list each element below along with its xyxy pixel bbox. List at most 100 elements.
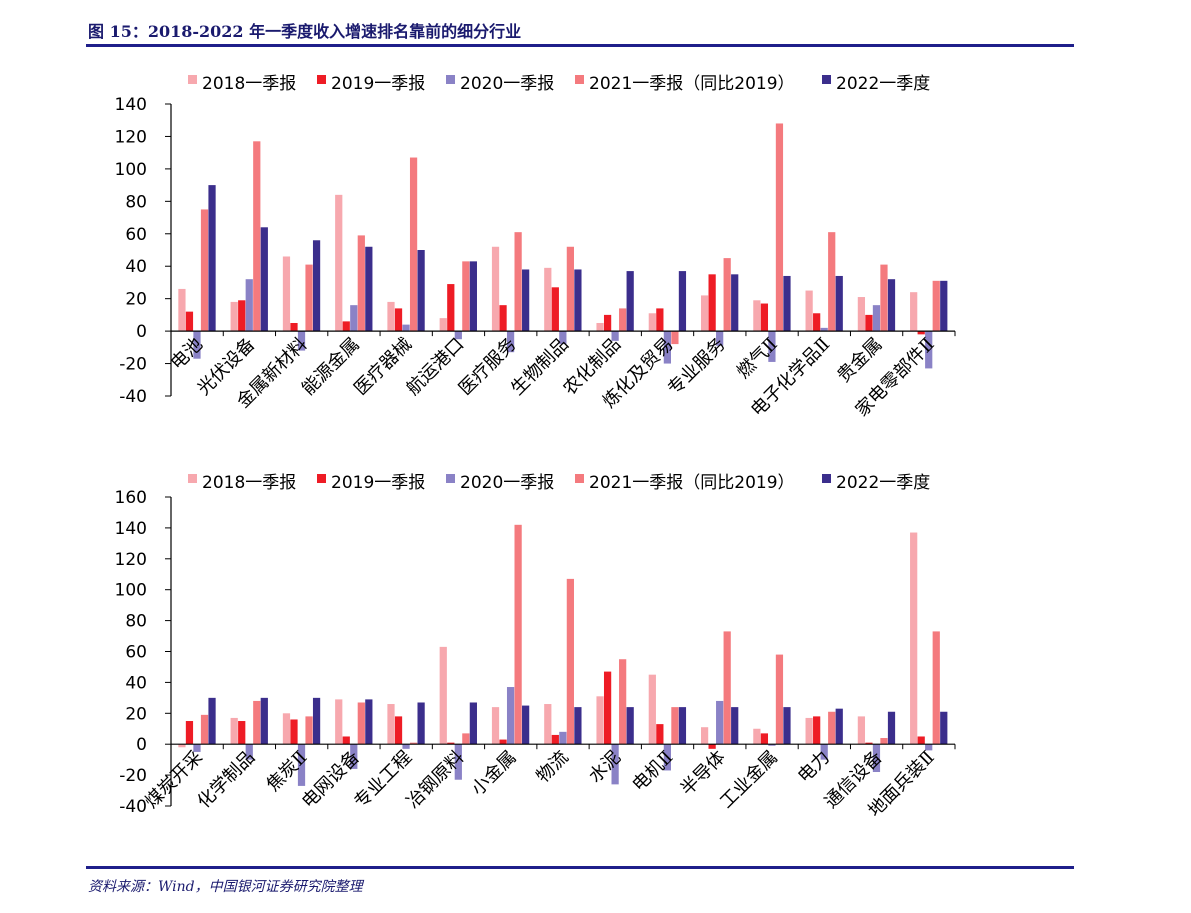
bar: [417, 250, 425, 332]
bar: [559, 331, 567, 345]
bar: [387, 301, 395, 332]
bar: [716, 331, 724, 346]
bar: [716, 700, 724, 745]
bar: [574, 269, 582, 332]
bar: [813, 313, 821, 332]
bar: [783, 707, 791, 745]
bar: [312, 697, 321, 745]
y-tick-label: 140: [115, 95, 147, 115]
bar: [857, 297, 866, 332]
legend-label-3: 2020一季报: [460, 473, 554, 493]
x-category-label: 工业金属: [716, 747, 782, 813]
bar: [783, 275, 791, 332]
top-rule: [86, 44, 1074, 47]
bar: [193, 744, 201, 752]
x-category-label: 小金属: [468, 747, 521, 800]
bar: [731, 707, 739, 745]
bar: [887, 711, 896, 745]
bar: [708, 274, 716, 332]
bar: [365, 699, 373, 745]
bar: [178, 288, 186, 332]
y-tick-label: 60: [125, 225, 147, 245]
bar: [462, 733, 470, 745]
bar: [238, 721, 246, 745]
chart-bottom: 2018一季报 2019一季报 2020一季报 2021一季报（同比2019） 2022…: [115, 473, 956, 821]
legend-swatch-5: [822, 474, 831, 483]
bar: [409, 157, 418, 332]
bar: [619, 308, 627, 332]
bar: [648, 313, 656, 332]
bar: [514, 232, 522, 332]
bar: [200, 714, 209, 745]
bar: [872, 744, 881, 773]
bar: [760, 733, 769, 745]
bar: [671, 707, 679, 745]
y-tick-label: 80: [125, 192, 147, 212]
bar: [865, 314, 873, 332]
bar: [731, 274, 739, 332]
bar: [454, 331, 462, 340]
bar: [469, 261, 477, 332]
legend-swatch-3: [446, 474, 455, 483]
y-tick-label: 40: [125, 673, 147, 693]
bar: [648, 674, 656, 745]
bar: [925, 744, 933, 751]
bar: [447, 284, 455, 332]
bar: [350, 305, 358, 332]
legend-swatch-4: [575, 474, 584, 483]
bottom-rule: [86, 866, 1074, 869]
bar: [663, 331, 671, 364]
bar: [768, 744, 776, 746]
legend-label-1: 2018一季报: [202, 74, 296, 94]
bar: [522, 705, 530, 745]
y-tick-label: 20: [125, 704, 147, 724]
bar: [335, 699, 343, 745]
y-tick-label: -40: [119, 387, 147, 407]
bar: [910, 532, 918, 745]
bar: [917, 331, 925, 335]
bar: [253, 700, 261, 745]
legend-label-2: 2019一季报: [331, 473, 425, 493]
bar: [596, 696, 604, 745]
bar: [611, 744, 619, 785]
bar: [880, 264, 888, 332]
x-category-label: 电池: [167, 334, 207, 374]
x-category-label: 化学制品: [193, 747, 259, 813]
bar: [245, 279, 253, 332]
y-tick-label: 0: [136, 322, 147, 342]
legend-label-2: 2019一季报: [331, 74, 425, 94]
legend-label-3: 2020一季报: [460, 74, 554, 94]
y-tick-label: 40: [125, 257, 147, 277]
bar: [708, 744, 716, 749]
bar: [462, 261, 470, 332]
bar: [230, 717, 238, 745]
bar: [932, 280, 940, 332]
bar: [700, 295, 709, 332]
y-tick-label: 60: [125, 643, 147, 663]
bar: [544, 704, 552, 745]
bar: [835, 275, 843, 332]
bar: [910, 292, 918, 332]
bar: [260, 227, 268, 332]
bar: [499, 739, 507, 745]
bar: [335, 194, 343, 332]
bar: [671, 331, 679, 345]
bar: [185, 721, 194, 745]
y-tick-label: 120: [115, 550, 147, 570]
bar: [700, 727, 709, 745]
legend-swatch-2: [317, 75, 326, 84]
bar: [887, 279, 896, 332]
bar: [506, 687, 515, 745]
bar: [678, 707, 687, 745]
bar: [282, 256, 291, 332]
bar: [178, 744, 186, 748]
bar: [805, 717, 813, 745]
bar: [544, 267, 552, 332]
bar: [828, 232, 836, 332]
legend-swatch-5: [822, 75, 831, 84]
bar: [663, 744, 671, 771]
bar: [357, 702, 365, 745]
bar: [409, 742, 418, 745]
bar: [342, 736, 350, 745]
bar: [835, 708, 843, 745]
